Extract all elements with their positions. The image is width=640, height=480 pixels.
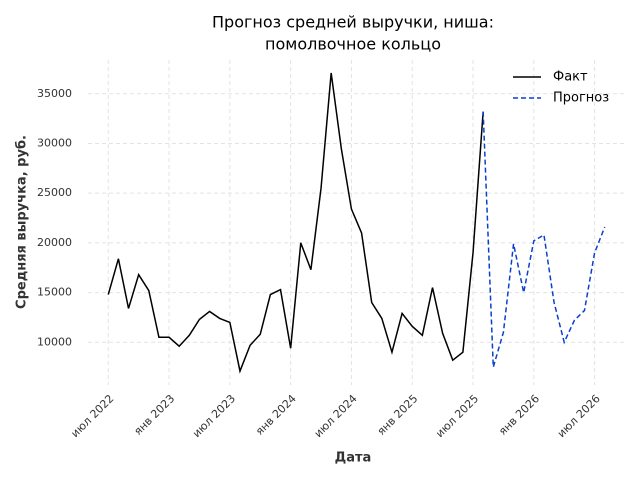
x-tick-label: июл 2026 xyxy=(555,392,603,440)
x-tick-label: янв 2024 xyxy=(253,392,299,438)
y-tick-label: 20000 xyxy=(37,236,72,249)
y-axis-label: Средняя выручка, руб. xyxy=(15,135,30,309)
y-tick-label: 10000 xyxy=(37,335,72,348)
x-tick-label: янв 2026 xyxy=(496,392,542,438)
y-tick-label: 30000 xyxy=(37,136,72,149)
series-line xyxy=(107,72,484,374)
x-tick-label: июл 2025 xyxy=(433,392,481,440)
chart-title: Прогноз средней выручки, ниша: xyxy=(212,13,494,32)
chart-title: помолвочное кольцо xyxy=(265,35,441,54)
x-axis-label: Дата xyxy=(335,451,372,466)
legend-label: Факт xyxy=(553,70,588,85)
x-tick-label: июл 2023 xyxy=(190,392,238,440)
x-tick-label: янв 2023 xyxy=(131,392,177,438)
y-tick-label: 15000 xyxy=(37,286,72,299)
x-tick-label: июл 2024 xyxy=(312,392,360,440)
y-tick-label: 25000 xyxy=(37,186,72,199)
y-tick-label: 35000 xyxy=(37,87,72,100)
legend-label: Прогноз xyxy=(553,91,609,106)
series-line xyxy=(482,111,606,368)
x-tick-label: янв 2025 xyxy=(375,392,421,438)
x-tick-label: июл 2022 xyxy=(68,392,116,440)
